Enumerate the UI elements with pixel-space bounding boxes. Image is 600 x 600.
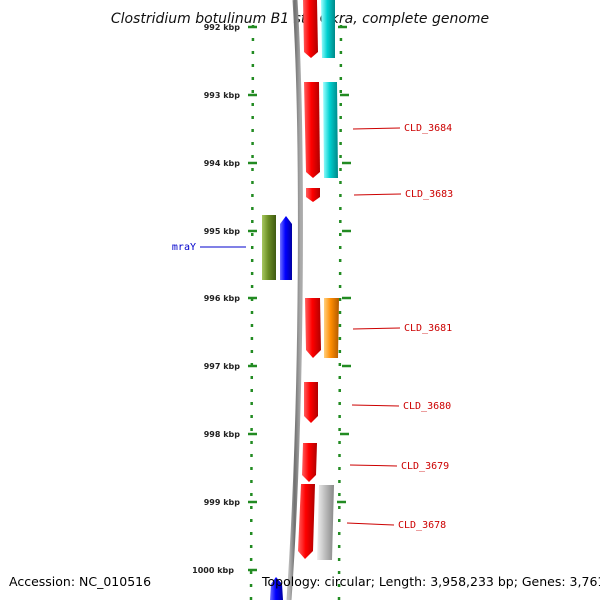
tick-label: 996 kbp [204, 294, 241, 303]
leader-line [346, 522, 395, 526]
accession-text: Accession: NC_010516 [9, 574, 151, 589]
tick-label: 1000 kbp [192, 566, 234, 575]
gene-label-cld-3678[interactable]: CLD_3678 [398, 520, 446, 531]
tick-label: 997 kbp [204, 362, 241, 371]
leader-line [349, 464, 398, 467]
right-tick-track [337, 24, 343, 600]
gene-features [262, 0, 339, 600]
gene-arrow[interactable] [324, 298, 339, 358]
gene-arrow[interactable] [302, 443, 317, 482]
gene-arrow[interactable] [306, 188, 320, 202]
gene-label-cld-3680[interactable]: CLD_3680 [403, 401, 451, 412]
tick-label: 994 kbp [204, 159, 241, 168]
gene-arrow[interactable] [270, 577, 283, 600]
gene-arrow[interactable] [304, 382, 318, 423]
gene-arrow[interactable] [262, 215, 276, 280]
gene-arrow[interactable] [317, 485, 334, 560]
leader-line [351, 404, 400, 407]
topology-text: Topology: circular; Length: 3,958,233 bp… [261, 574, 600, 589]
leader-line [352, 327, 401, 330]
genome-backbone [286, 0, 303, 600]
gene-arrow[interactable] [298, 484, 315, 559]
tick-label: 992 kbp [204, 23, 241, 32]
gene-arrow[interactable] [305, 298, 321, 358]
gene-arrow[interactable] [304, 82, 320, 178]
scale-ticks: 992 kbp 993 kbp 994 kbp 995 kbp 996 kbp … [192, 23, 351, 575]
gene-arrow[interactable] [280, 216, 292, 280]
gene-arrow[interactable] [321, 0, 335, 58]
gene-arrow[interactable] [303, 0, 318, 58]
gene-label-cld-3681[interactable]: CLD_3681 [404, 323, 452, 334]
gene-label-cld-3679[interactable]: CLD_3679 [401, 461, 449, 472]
leader-line [352, 127, 401, 130]
gene-labels: CLD_3684 CLD_3683 mraY CLD_3681 CLD_3680… [172, 123, 453, 531]
gene-label-cld-3683[interactable]: CLD_3683 [405, 189, 453, 200]
gene-label-mray[interactable]: mraY [172, 242, 196, 253]
tick-label: 995 kbp [204, 227, 241, 236]
gene-label-cld-3684[interactable]: CLD_3684 [404, 123, 452, 134]
left-tick-track [249, 24, 255, 600]
gene-arrow[interactable] [323, 82, 338, 178]
tick-label: 998 kbp [204, 430, 241, 439]
map-title: Clostridium botulinum B1 str. Okra, comp… [111, 11, 489, 27]
tick-label: 999 kbp [204, 498, 241, 507]
tick-label: 993 kbp [204, 91, 241, 100]
leader-line [353, 193, 402, 196]
